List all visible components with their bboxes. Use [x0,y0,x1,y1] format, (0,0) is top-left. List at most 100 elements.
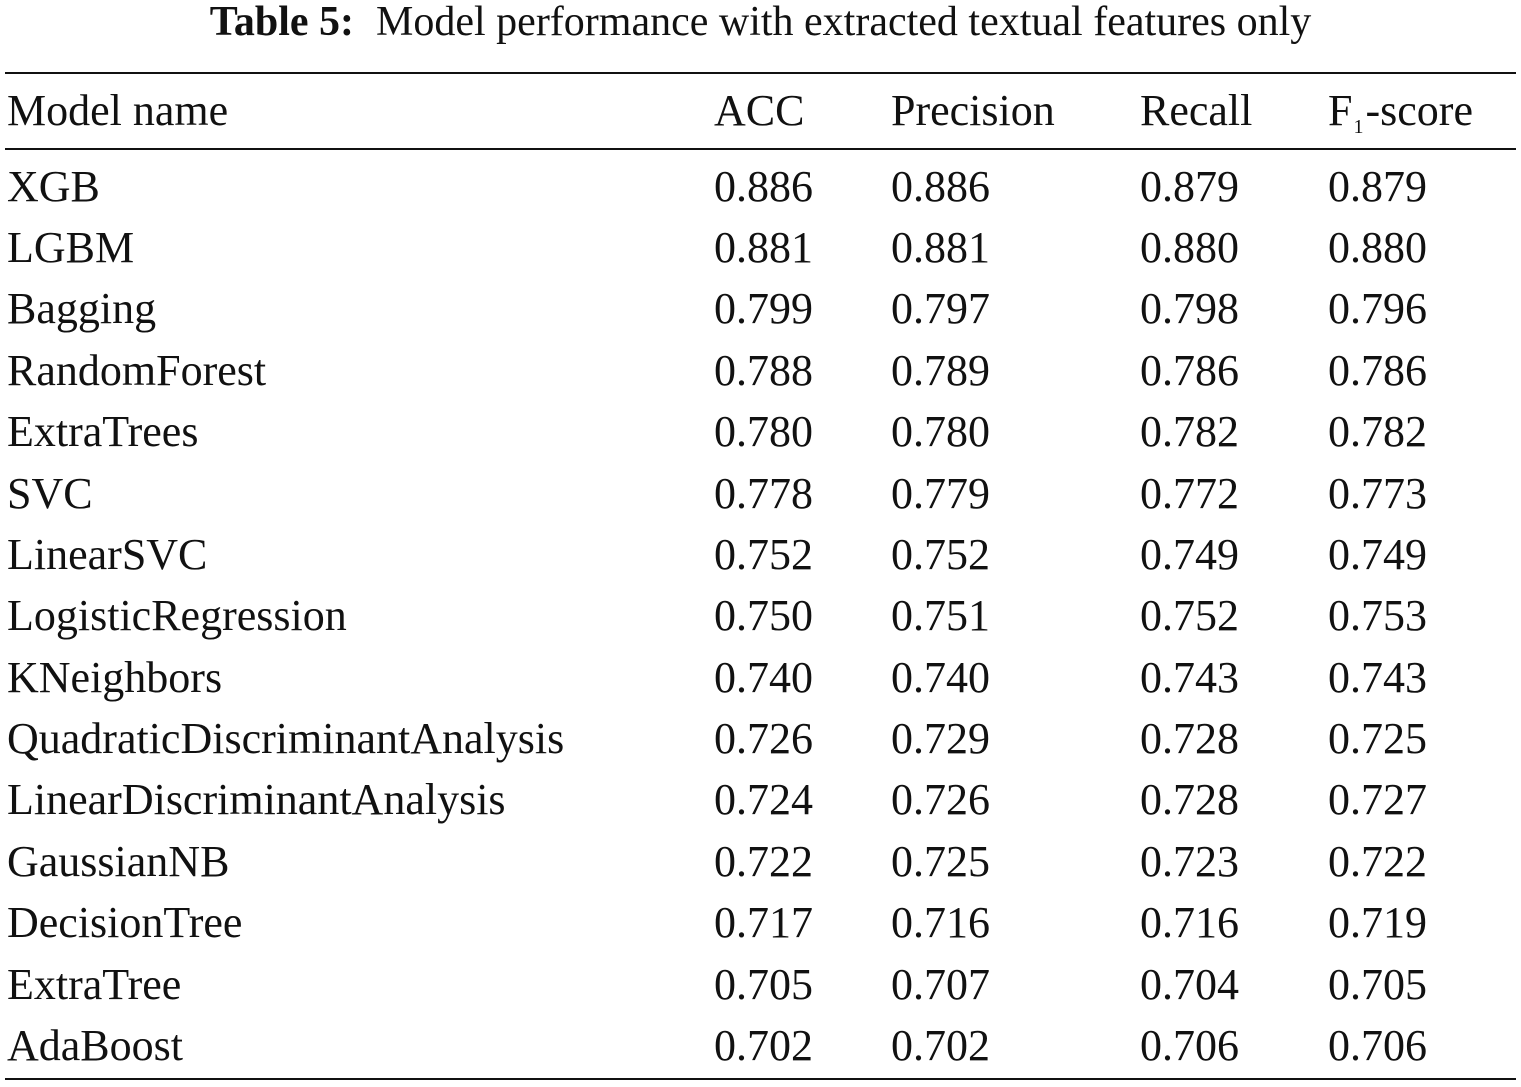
precision-cell: 0.725 [891,837,990,886]
recall-cell: 0.749 [1140,530,1239,579]
acc-cell: 0.886 [714,162,813,211]
precision-cell: 0.740 [891,653,990,702]
precision-cell: 0.789 [891,346,990,395]
f1-score-cell: 0.782 [1328,407,1427,456]
acc-cell: 0.752 [714,530,813,579]
f1-score-cell: 0.749 [1328,530,1427,579]
f1-score-cell: 0.880 [1328,223,1427,272]
f1-score-cell: 0.773 [1328,469,1427,518]
acc-cell: 0.726 [714,714,813,763]
model-name-cell: RandomForest [7,346,267,395]
model-name-cell: GaussianNB [7,837,230,886]
table-row: LGBM 0.881 0.881 0.880 0.880 [0,217,1521,279]
caption-text: Model performance with extracted textual… [376,0,1312,45]
table-row: KNeighbors 0.740 0.740 0.743 0.743 [0,647,1521,709]
header-f1-score: F1-score [1328,80,1473,158]
recall-cell: 0.728 [1140,714,1239,763]
precision-cell: 0.780 [891,407,990,456]
recall-cell: 0.704 [1140,960,1239,1009]
model-name-cell: LinearSVC [7,530,208,579]
recall-cell: 0.798 [1140,284,1239,333]
recall-cell: 0.782 [1140,407,1239,456]
table-row: LinearSVC 0.752 0.752 0.749 0.749 [0,524,1521,586]
model-name-cell: Bagging [7,284,157,333]
header-acc: ACC [714,86,805,135]
model-name-cell: ExtraTree [7,960,182,1009]
recall-cell: 0.879 [1140,162,1239,211]
precision-cell: 0.729 [891,714,990,763]
acc-cell: 0.778 [714,469,813,518]
table-row: QuadraticDiscriminantAnalysis 0.726 0.72… [0,708,1521,770]
acc-cell: 0.799 [714,284,813,333]
acc-cell: 0.740 [714,653,813,702]
header-model-name: Model name [7,86,229,135]
acc-cell: 0.780 [714,407,813,456]
recall-cell: 0.743 [1140,653,1239,702]
f1-score-cell: 0.725 [1328,714,1427,763]
model-name-cell: KNeighbors [7,653,223,702]
f1-score-cell: 0.879 [1328,162,1427,211]
precision-cell: 0.779 [891,469,990,518]
acc-cell: 0.750 [714,591,813,640]
header-f1-main: F [1328,86,1353,135]
f1-score-cell: 0.727 [1328,775,1427,824]
f1-score-cell: 0.753 [1328,591,1427,640]
precision-cell: 0.881 [891,223,990,272]
acc-cell: 0.702 [714,1021,813,1070]
recall-cell: 0.752 [1140,591,1239,640]
precision-cell: 0.702 [891,1021,990,1070]
header-recall: Recall [1140,86,1253,135]
model-name-cell: LogisticRegression [7,591,347,640]
model-name-cell: SVC [7,469,93,518]
header-precision: Precision [891,86,1055,135]
precision-cell: 0.797 [891,284,990,333]
table-row: GaussianNB 0.722 0.725 0.723 0.722 [0,831,1521,893]
model-name-cell: QuadraticDiscriminantAnalysis [7,714,565,763]
precision-cell: 0.716 [891,898,990,947]
table-row: AdaBoost 0.702 0.702 0.706 0.706 [0,1015,1521,1077]
f1-score-cell: 0.743 [1328,653,1427,702]
header-f1-suffix: -score [1365,86,1473,135]
model-name-cell: LinearDiscriminantAnalysis [7,775,506,824]
precision-cell: 0.707 [891,960,990,1009]
recall-cell: 0.728 [1140,775,1239,824]
table-row: ExtraTrees 0.780 0.780 0.782 0.782 [0,401,1521,463]
table-row: XGB 0.886 0.886 0.879 0.879 [0,156,1521,218]
model-name-cell: ExtraTrees [7,407,199,456]
precision-cell: 0.751 [891,591,990,640]
table-row: RandomForest 0.788 0.789 0.786 0.786 [0,340,1521,402]
f1-score-cell: 0.722 [1328,837,1427,886]
model-name-cell: AdaBoost [7,1021,183,1070]
table-bottom-rule [5,1078,1516,1080]
table-row: Bagging 0.799 0.797 0.798 0.796 [0,278,1521,340]
table-caption: Table 5: Model performance with extracted… [0,0,1521,50]
f1-score-cell: 0.706 [1328,1021,1427,1070]
acc-cell: 0.881 [714,223,813,272]
table-row: LogisticRegression 0.750 0.751 0.752 0.7… [0,585,1521,647]
recall-cell: 0.786 [1140,346,1239,395]
table-header-rule [5,148,1516,150]
f1-score-cell: 0.705 [1328,960,1427,1009]
table-top-rule [5,72,1516,74]
table-row: ExtraTree 0.705 0.707 0.704 0.705 [0,954,1521,1016]
acc-cell: 0.722 [714,837,813,886]
model-name-cell: XGB [7,162,100,211]
table-header-row: Model name ACC Precision Recall F1-score [0,80,1521,142]
precision-cell: 0.886 [891,162,990,211]
model-name-cell: DecisionTree [7,898,243,947]
recall-cell: 0.723 [1140,837,1239,886]
acc-cell: 0.724 [714,775,813,824]
precision-cell: 0.752 [891,530,990,579]
table-row: DecisionTree 0.717 0.716 0.716 0.719 [0,892,1521,954]
f1-score-cell: 0.796 [1328,284,1427,333]
header-f1-subscript: 1 [1353,116,1364,138]
acc-cell: 0.717 [714,898,813,947]
recall-cell: 0.880 [1140,223,1239,272]
recall-cell: 0.706 [1140,1021,1239,1070]
precision-cell: 0.726 [891,775,990,824]
table-row: LinearDiscriminantAnalysis 0.724 0.726 0… [0,769,1521,831]
acc-cell: 0.705 [714,960,813,1009]
model-name-cell: LGBM [7,223,135,272]
recall-cell: 0.716 [1140,898,1239,947]
table-row: SVC 0.778 0.779 0.772 0.773 [0,463,1521,525]
